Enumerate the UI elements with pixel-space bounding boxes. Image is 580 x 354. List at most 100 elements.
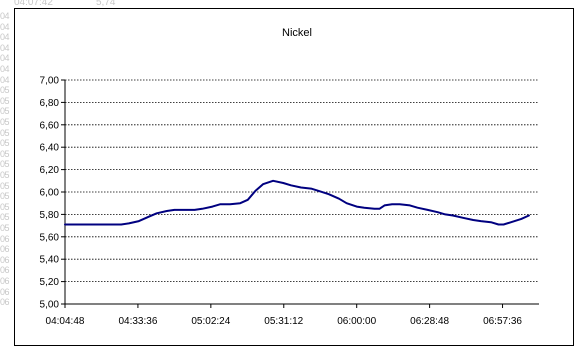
- series-layer: [64, 179, 530, 226]
- sheet-row-fragment: 06: [0, 234, 10, 244]
- series-point: [183, 209, 186, 211]
- sheet-row-fragment: 04: [0, 65, 10, 74]
- sheet-row-fragment: 04: [0, 33, 10, 43]
- x-tick-labels: 04:04:48 04:33:36 05:02:24 05:31:12 06:00:00…: [46, 316, 523, 327]
- y-tick-label: 6,20: [40, 165, 60, 176]
- y-tick-labels: 5,00 5,20 5,40 5,60 5,80 6,00 6,20 6,40 6,60 6,80…: [40, 76, 60, 311]
- sheet-row-fragment: 04: [0, 43, 10, 53]
- series-point: [427, 209, 429, 211]
- sheet-row-fragment: 05: [0, 160, 10, 170]
- series-point: [391, 203, 393, 205]
- y-tick-label: 5,20: [40, 277, 60, 288]
- sheet-row-fragment: 04: [0, 75, 10, 85]
- axes: [61, 79, 539, 308]
- series-point: [490, 221, 492, 223]
- series-point: [452, 214, 454, 217]
- y-tick-label: 5,60: [40, 232, 60, 243]
- sheet-row-fragment: 05: [0, 171, 10, 180]
- series-point: [239, 202, 241, 204]
- series-point: [480, 220, 482, 222]
- series-point: [363, 207, 365, 209]
- series-point: [166, 210, 168, 212]
- series-point: [444, 213, 446, 215]
- sheet-row-fragment: 05: [0, 181, 10, 191]
- series-point: [416, 207, 419, 209]
- series-point: [338, 198, 340, 200]
- series-point: [138, 220, 140, 222]
- series-point: [300, 186, 302, 189]
- sheet-row-fragment: 05: [0, 149, 10, 159]
- sheet-row-fragment: 06: [0, 298, 10, 308]
- y-tick-label: 5,80: [40, 210, 60, 221]
- x-tick-label: 06:57:36: [483, 316, 522, 327]
- series-point: [356, 206, 358, 208]
- y-tick-label: 6,40: [40, 143, 60, 154]
- sheet-row-fragment: 06: [0, 245, 10, 255]
- series-point: [409, 204, 411, 206]
- series-point: [328, 193, 330, 195]
- sheet-row-fragment: 06: [0, 255, 10, 265]
- series-point: [520, 218, 522, 220]
- x-tick-label: 05:02:24: [191, 316, 230, 327]
- sheet-row-fragment: 05: [0, 86, 10, 96]
- series-point: [173, 209, 175, 211]
- gridlines: [65, 79, 539, 283]
- sheet-row-fragment: 04: [0, 54, 10, 64]
- y-tick-label: 6,00: [40, 188, 60, 199]
- y-tick-label: 5,40: [40, 255, 60, 266]
- series-point: [211, 206, 213, 208]
- sheet-top-cell: 04:07:42: [14, 0, 53, 8]
- y-tick-label: 6,80: [40, 98, 60, 109]
- x-tick-label: 05:31:12: [264, 316, 303, 327]
- series-point: [462, 217, 464, 219]
- series-point: [229, 203, 231, 205]
- series-point: [194, 209, 196, 211]
- series-point: [346, 202, 348, 204]
- sheet-row-fragment: 06: [0, 287, 10, 297]
- series-point: [64, 223, 66, 226]
- sheet-row-fragment: 05: [0, 192, 10, 202]
- series-point: [378, 208, 381, 210]
- chart-area[interactable]: Nickel 5,00 5,20 5,40 5,60 5,80 6,00 6,20 6,40 6…: [14, 8, 574, 346]
- series-point: [383, 204, 386, 206]
- chart-svg: Nickel 5,00 5,20 5,40 5,60 5,80 6,00 6,20 6,40 6…: [40, 27, 539, 327]
- x-tick-label: 06:28:48: [410, 316, 449, 327]
- sheet-row-fragment: 04: [0, 22, 10, 32]
- series-point: [528, 214, 530, 217]
- series-point: [290, 184, 292, 186]
- series-point: [201, 208, 203, 210]
- series-point: [120, 223, 122, 226]
- sheet-row-fragment: 05: [0, 118, 10, 127]
- sheet-row-fragment: 05: [0, 139, 10, 149]
- x-tick-label: 04:04:48: [46, 316, 85, 327]
- series-point: [156, 212, 158, 214]
- series-point: [219, 203, 221, 205]
- y-tick-label: 7,00: [40, 76, 60, 87]
- sheet-row-fragment: 05: [0, 224, 10, 233]
- series-point: [310, 188, 312, 190]
- series-point: [497, 223, 500, 226]
- series-point: [282, 182, 284, 184]
- series-point: [437, 211, 439, 213]
- x-tick-label: 06:00:00: [337, 316, 376, 327]
- sheet-top-cell: 5,74: [96, 0, 116, 8]
- series-point: [503, 223, 505, 226]
- sheet-row-fragment: 05: [0, 128, 10, 138]
- series-line: [64, 179, 530, 226]
- series-point: [373, 208, 375, 210]
- series-point: [254, 190, 256, 192]
- sheet-row-fragment: 06: [0, 277, 10, 286]
- sheet-row-fragment: 05: [0, 202, 10, 212]
- series-point: [148, 216, 150, 218]
- series-point: [262, 183, 264, 185]
- y-tick-label: 5,00: [40, 300, 60, 311]
- sheet-row-fragment: 05: [0, 96, 10, 106]
- x-tick-label: 04:33:36: [118, 316, 157, 327]
- series-point: [399, 203, 401, 205]
- sheet-row-fragment: 04: [0, 12, 10, 21]
- chart-title: Nickel: [282, 27, 312, 39]
- series-point: [472, 219, 474, 221]
- series-point: [510, 221, 512, 223]
- sheet-row-fragment: 05: [0, 213, 10, 223]
- series-point: [272, 180, 274, 182]
